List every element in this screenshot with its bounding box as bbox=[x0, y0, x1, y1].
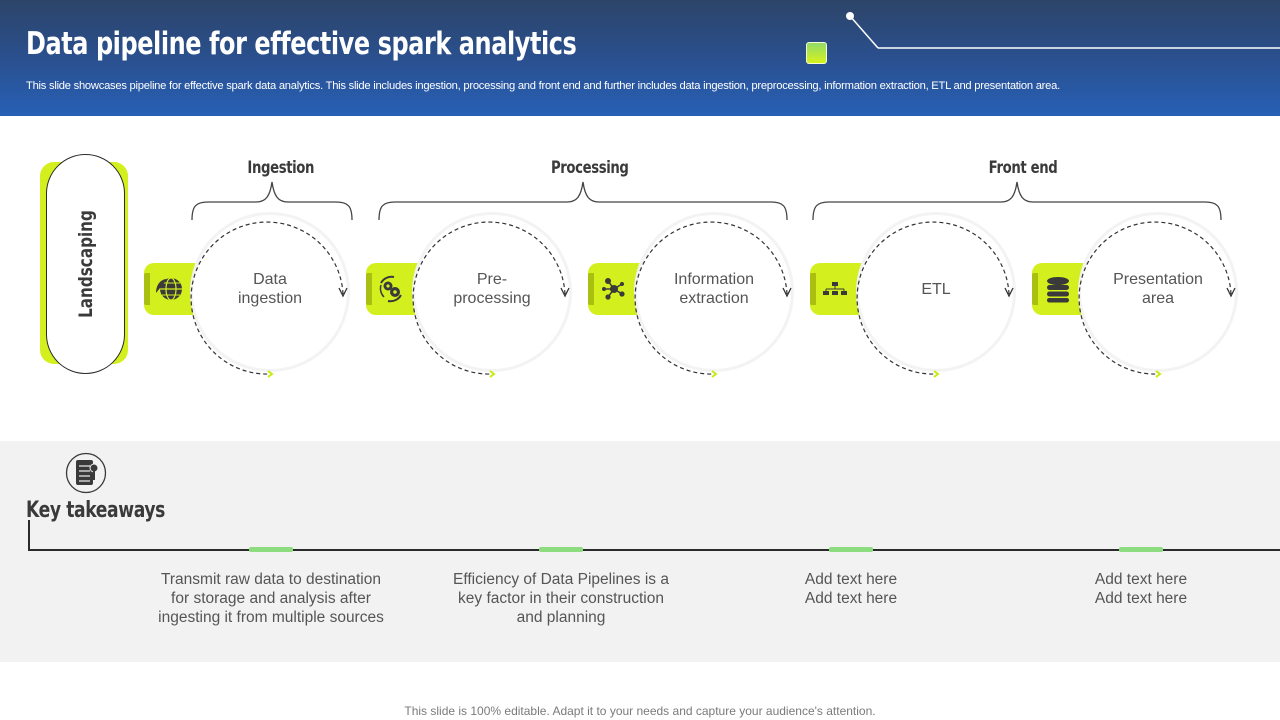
brace-front-end bbox=[812, 181, 1222, 221]
landscaping-pill bbox=[46, 154, 125, 374]
brace-processing bbox=[378, 181, 788, 221]
decorative-line bbox=[846, 12, 1280, 49]
section-label-ingestion: Ingestion bbox=[247, 158, 315, 178]
step-etl: ETL bbox=[810, 212, 1040, 382]
step-label: Presentation area bbox=[1113, 271, 1203, 307]
database-icon bbox=[1047, 277, 1069, 303]
step-tab-edge bbox=[810, 273, 816, 305]
timeline-horizontal-line bbox=[28, 549, 1280, 551]
timeline-vertical-line bbox=[28, 520, 30, 550]
hierarchy-icon bbox=[823, 282, 847, 295]
step-tab-edge bbox=[144, 273, 150, 305]
step-tab-edge bbox=[366, 273, 372, 305]
page-title: Data pipeline for effective spark analyt… bbox=[26, 26, 577, 62]
dashed-arrow-arc bbox=[1078, 221, 1236, 378]
key-takeaways-panel bbox=[0, 441, 1280, 662]
step-tab-edge bbox=[588, 273, 594, 305]
takeaway-text: Add text here Add text here bbox=[804, 571, 898, 607]
step-label: Data ingestion bbox=[237, 271, 303, 307]
step-circle bbox=[1078, 212, 1238, 372]
step-label: ETL bbox=[921, 281, 951, 298]
step-data-ingestion: Data ingestion bbox=[144, 212, 374, 382]
gears-cycle-icon bbox=[379, 275, 402, 303]
network-nodes-icon bbox=[602, 278, 625, 300]
page-subtitle: This slide showcases pipeline for effect… bbox=[26, 80, 1060, 92]
footer-note: This slide is 100% editable. Adapt it to… bbox=[404, 704, 876, 718]
timeline-marker bbox=[249, 547, 293, 552]
step-circle bbox=[856, 212, 1016, 372]
step-presentation-area: Presentation area bbox=[1032, 212, 1262, 382]
landscaping-label: Landscaping bbox=[75, 210, 97, 318]
step-tab-edge bbox=[1032, 273, 1038, 305]
timeline-marker bbox=[1119, 547, 1163, 552]
dashed-arrow-arc bbox=[412, 221, 570, 378]
section-label-processing: Processing bbox=[550, 158, 629, 178]
timeline-marker bbox=[829, 547, 873, 552]
document-key-icon bbox=[65, 452, 107, 494]
step-circle bbox=[634, 212, 794, 372]
step-pre-processing: Pre- processing bbox=[366, 212, 596, 382]
dashed-arrow-arc bbox=[634, 221, 792, 378]
section-label-front-end: Front end bbox=[988, 158, 1058, 178]
timeline-marker bbox=[539, 547, 583, 552]
takeaway-text: Efficiency of Data Pipelines is a key fa… bbox=[453, 571, 669, 626]
takeaway-text: Transmit raw data to destination for sto… bbox=[158, 571, 384, 626]
takeaway-text: Add text here Add text here bbox=[1094, 571, 1188, 607]
step-circle bbox=[190, 212, 350, 372]
decorative-square bbox=[806, 42, 827, 64]
dashed-arrow-arc bbox=[190, 221, 348, 378]
step-information-extraction: Information extraction bbox=[588, 212, 818, 382]
dashed-arrow-arc bbox=[856, 221, 1014, 378]
globe-icon bbox=[156, 277, 182, 301]
key-takeaways-title: Key takeaways bbox=[26, 498, 165, 523]
header-banner: Data pipeline for effective spark analyt… bbox=[0, 0, 1280, 116]
step-label: Information extraction bbox=[673, 271, 755, 307]
brace-ingestion bbox=[191, 181, 353, 221]
step-circle bbox=[412, 212, 572, 372]
step-label: Pre- processing bbox=[453, 271, 531, 307]
